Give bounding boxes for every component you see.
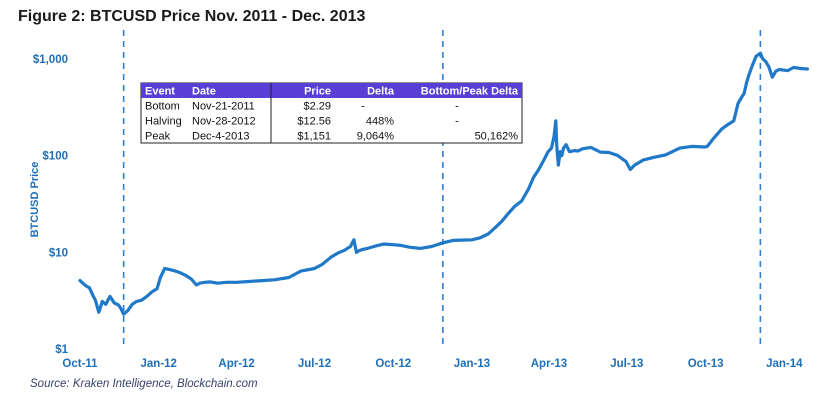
y-tick-label: $1,000 (33, 54, 68, 66)
table-cell: Bottom (145, 101, 180, 113)
table-cell: Halving (145, 116, 182, 128)
y-axis-ticks: $1 $10 $100 $1,000 (33, 54, 69, 356)
table-header-cell: Price (304, 86, 331, 98)
x-tick-label: Jan-12 (141, 358, 177, 370)
table-cell: Peak (145, 131, 171, 143)
x-tick-label: Apr-12 (218, 358, 254, 370)
chart-title: Figure 2: BTCUSD Price Nov. 2011 - Dec. … (18, 8, 366, 25)
events-table: Event Date Price Delta Bottom/Peak Delta Bott… (140, 82, 523, 144)
x-tick-label: Oct-12 (375, 358, 411, 370)
x-tick-label: Jul-12 (298, 358, 331, 370)
table-cell: $2.29 (303, 101, 331, 113)
x-tick-label: Apr-13 (531, 358, 567, 370)
table-cell: Dec-4-2013 (192, 131, 249, 143)
series-line-btcusd (78, 51, 809, 316)
table-header-row (141, 83, 522, 98)
x-tick-label: Jan-13 (454, 358, 490, 370)
table-cell: Nov-21-2011 (192, 101, 255, 113)
table-cell: 448% (366, 116, 394, 128)
source-note: Source: Kraken Intelligence, Blockchain.… (30, 378, 258, 390)
y-tick-label: $10 (49, 247, 68, 259)
table-header-cell: Date (192, 86, 216, 98)
y-tick-label: $100 (42, 151, 68, 163)
table-cell: $1,151 (297, 131, 331, 143)
y-tick-label: $1 (55, 344, 68, 356)
table-cell: Nov-28-2012 (192, 116, 256, 128)
y-axis-label: BTCUSD Price (29, 162, 41, 238)
table-cell: - (361, 101, 365, 113)
x-tick-label: Jul-13 (610, 358, 643, 370)
table-cell: - (455, 116, 459, 128)
x-axis-ticks: Oct-11 Jan-12 Apr-12 Jul-12 Oct-12 Jan-13 Apr-… (62, 358, 803, 370)
table-cell: - (455, 101, 459, 113)
table-header-cell: Delta (367, 86, 395, 98)
x-tick-label: Oct-11 (62, 358, 98, 370)
event-lines (122, 30, 762, 349)
table-cell: $12.56 (297, 116, 331, 128)
table-header-cell: Bottom/Peak Delta (421, 86, 519, 98)
x-tick-label: Jan-14 (766, 358, 803, 370)
x-tick-label: Oct-13 (688, 358, 724, 370)
table-cell: 9,064% (357, 131, 395, 143)
table-cell: 50,162% (475, 131, 519, 143)
table-header-cell: Event (145, 86, 175, 98)
